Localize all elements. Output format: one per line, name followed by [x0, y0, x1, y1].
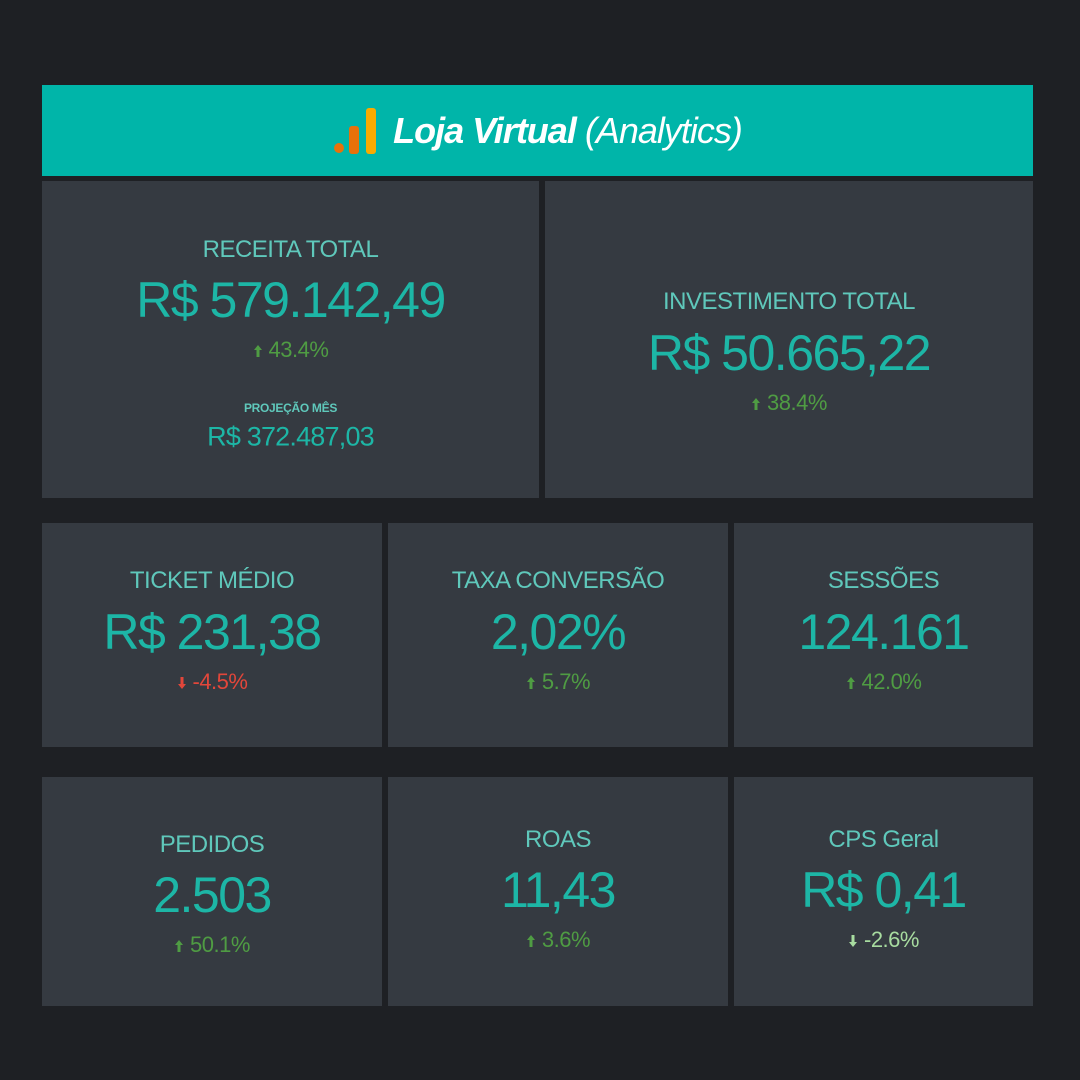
card-value: R$ 0,41 [801, 862, 967, 918]
card-label: SESSÕES [827, 567, 940, 594]
card: TICKET MÉDIO R$ 231,38 -4.5% [42, 523, 382, 747]
card-label: ROAS [524, 826, 592, 853]
projection-label: PROJEÇÃO MÊS [243, 401, 338, 415]
card-value: 124.161 [798, 604, 970, 660]
logo [334, 107, 377, 154]
header-title: Loja Virtual (Analytics) [393, 109, 743, 152]
card: SESSÕES 124.161 42.0% [734, 523, 1033, 747]
card-value: R$ 579.142,49 [136, 272, 446, 328]
projection-value: R$ 372.487,03 [207, 421, 375, 452]
card: ROAS 11,43 3.6% [388, 777, 728, 1006]
card: TAXA CONVERSÃO 2,02% 5.7% [388, 523, 728, 747]
card: PEDIDOS 2.503 50.1% [42, 777, 382, 1006]
change-text: 38.4% [767, 390, 827, 415]
card-change: 5.7% [388, 669, 728, 695]
change-text: 42.0% [861, 669, 922, 694]
card: INVESTIMENTO TOTAL R$ 50.665,22 38.4% [545, 181, 1033, 498]
card-value: 11,43 [501, 862, 616, 918]
card-label: TICKET MÉDIO [129, 567, 295, 594]
card-label: INVESTIMENTO TOTAL [663, 288, 915, 315]
card-value: 2,02% [490, 604, 627, 660]
change-text: 50.1% [190, 932, 250, 957]
change-text: 5.7% [541, 669, 591, 694]
card-value: R$ 231,38 [103, 604, 322, 660]
card-change: 3.6% [388, 927, 728, 953]
card-value: R$ 50.665,22 [647, 325, 932, 381]
card-label: RECEITA TOTAL [202, 236, 379, 263]
card: CPS Geral R$ 0,41 -2.6% [734, 777, 1033, 1006]
change-text: -2.6% [864, 927, 919, 952]
title: Loja Virtual [393, 109, 577, 151]
card-change: 38.4% [545, 390, 1033, 416]
card-change: -4.5% [42, 669, 382, 695]
card: RECEITA TOTAL R$ 579.142,49 43.4% PROJEÇ… [42, 181, 539, 498]
change-text: 3.6% [541, 927, 591, 952]
card-change: -2.6% [734, 927, 1033, 953]
card-label: PEDIDOS [159, 831, 265, 858]
card-label: CPS Geral [828, 826, 939, 853]
card-change: 42.0% [734, 669, 1033, 695]
change-text: 43.4% [268, 337, 329, 362]
header: Loja Virtual (Analytics) [42, 85, 1033, 176]
card-change: 43.4% [42, 337, 539, 363]
subtitle: (Analytics) [584, 109, 743, 151]
card-change: 50.1% [42, 932, 382, 958]
change-text: -4.5% [192, 669, 248, 694]
card-label: TAXA CONVERSÃO [451, 567, 665, 594]
card-value: 2.503 [153, 867, 272, 923]
